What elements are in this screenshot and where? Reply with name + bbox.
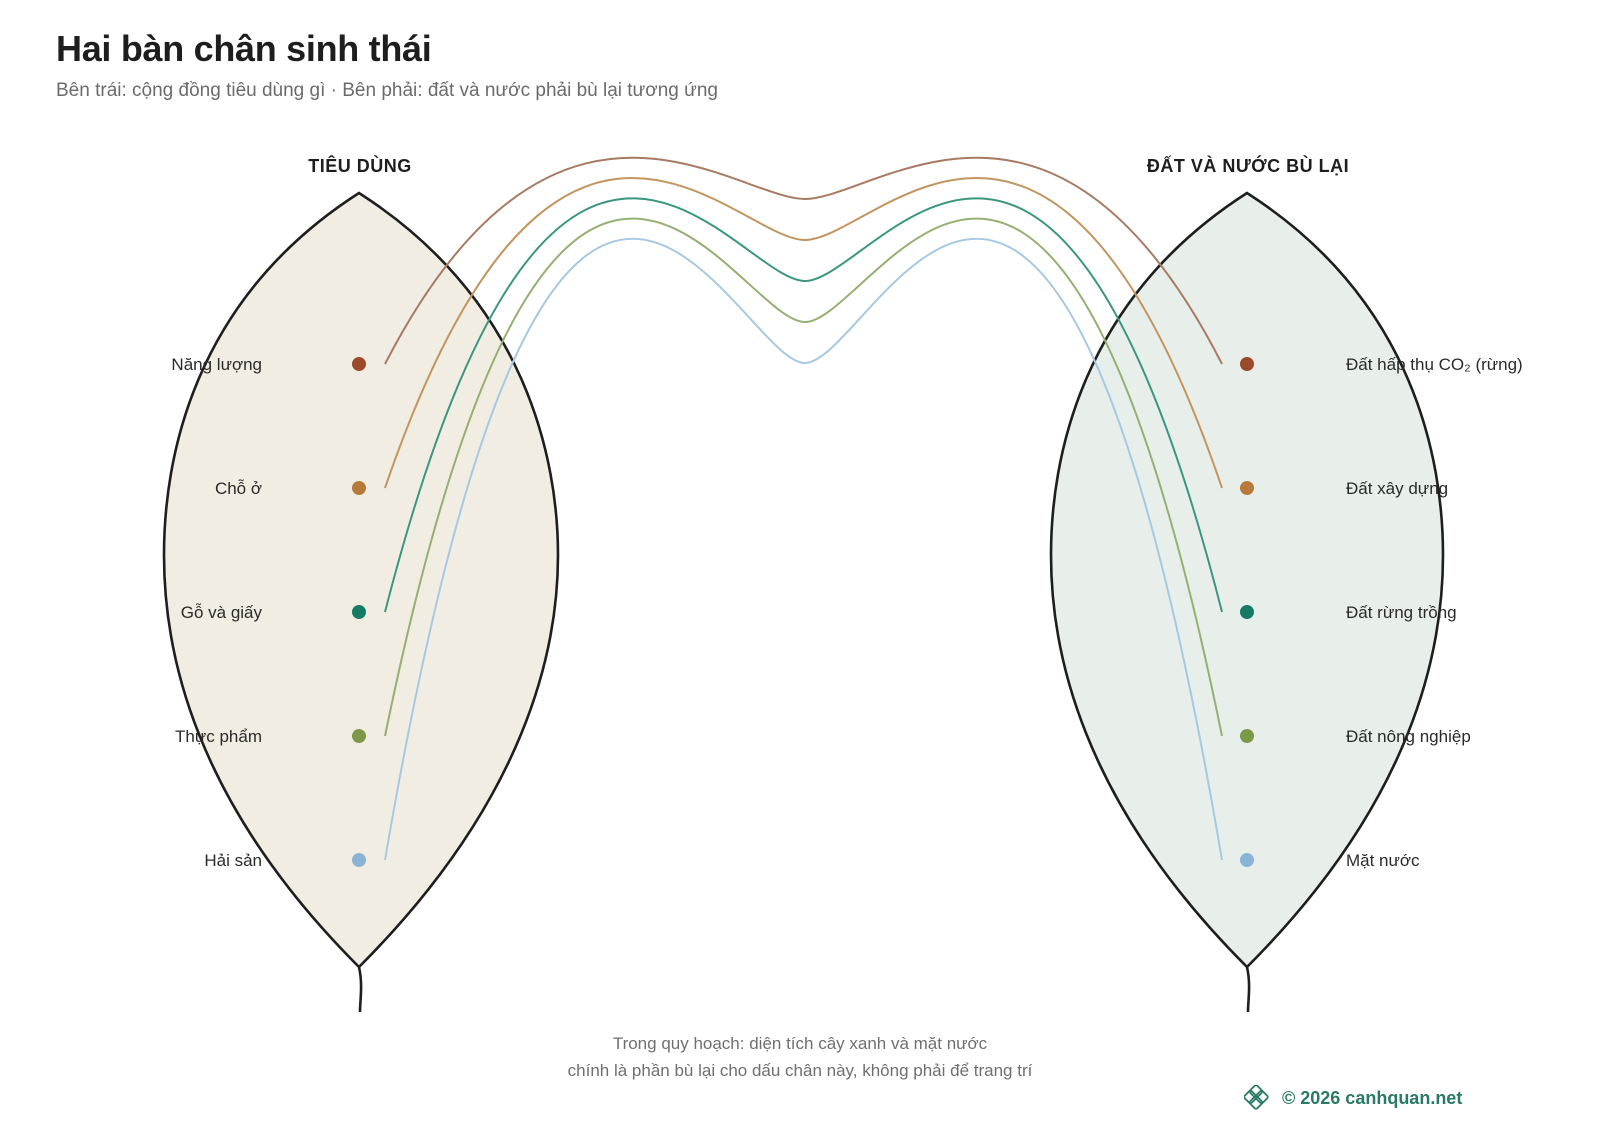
page-subtitle: Bên trái: cộng đồng tiêu dùng gì · Bên p… <box>56 80 719 101</box>
left-leaf <box>162 191 560 969</box>
dot-mat-nuoc <box>1240 853 1254 867</box>
dot-nang-luong <box>352 357 366 371</box>
connector-cho-o <box>384 177 1223 489</box>
left-label-go-va-giay: Gỗ và giấy <box>181 603 263 622</box>
left-label-nang-luong: Năng lượng <box>171 355 262 374</box>
dot-hai-san <box>352 853 366 867</box>
left-heading: TIÊU DÙNG <box>308 155 412 176</box>
connector-nang-luong <box>384 156 1223 365</box>
category-dots <box>352 357 1254 867</box>
connector-thuc-pham <box>384 217 1223 737</box>
dot-go-va-giay <box>352 605 366 619</box>
dot-dat-rung-trong <box>1240 605 1254 619</box>
right-leaf-stem <box>1245 966 1251 1013</box>
left-leaf-stem <box>357 966 363 1013</box>
page-title: Hai bàn chân sinh thái <box>56 28 432 69</box>
left-label-cho-o: Chỗ ở <box>215 479 262 498</box>
dot-cho-o <box>352 481 366 495</box>
left-label-thuc-pham: Thực phẩm <box>175 727 262 746</box>
right-label-dat-nong-nghiep: Đất nông nghiệp <box>1346 727 1471 746</box>
dot-dat-xay-dung <box>1240 481 1254 495</box>
right-label-mat-nuoc: Mặt nước <box>1346 851 1420 870</box>
right-label-dat-rung-trong: Đất rừng trồng <box>1346 603 1457 622</box>
knot-logo-icon <box>1244 1085 1269 1110</box>
footer-note-line-2: chính là phần bù lại cho dấu chân này, k… <box>567 1061 1033 1080</box>
brand: © 2026 canhquan.net <box>1244 1085 1462 1111</box>
right-label-dat-hap-thu-co-rung: Đất hấp thụ CO₂ (rừng) <box>1346 355 1523 374</box>
right-label-dat-xay-dung: Đất xây dựng <box>1346 479 1448 498</box>
connector-curves <box>384 156 1223 861</box>
connector-hai-san <box>384 237 1223 861</box>
right-heading: ĐẤT VÀ NƯỚC BÙ LẠI <box>1147 155 1349 176</box>
category-labels: Năng lượng Đất hấp thụ CO₂ (rừng) Chỗ ở Đất… <box>171 355 1522 870</box>
connector-go-va-giay <box>384 197 1223 613</box>
dot-dat-nong-nghiep <box>1240 729 1254 743</box>
left-label-hai-san: Hải sản <box>204 851 262 870</box>
dot-thuc-pham <box>352 729 366 743</box>
footer-note-line-1: Trong quy hoạch: diện tích cây xanh và m… <box>612 1034 988 1053</box>
footer-note: Trong quy hoạch: diện tích cây xanh và m… <box>0 1030 1600 1084</box>
brand-text: © 2026 canhquan.net <box>1282 1087 1463 1108</box>
dot-dat-hap-thu-co-rung <box>1240 357 1254 371</box>
